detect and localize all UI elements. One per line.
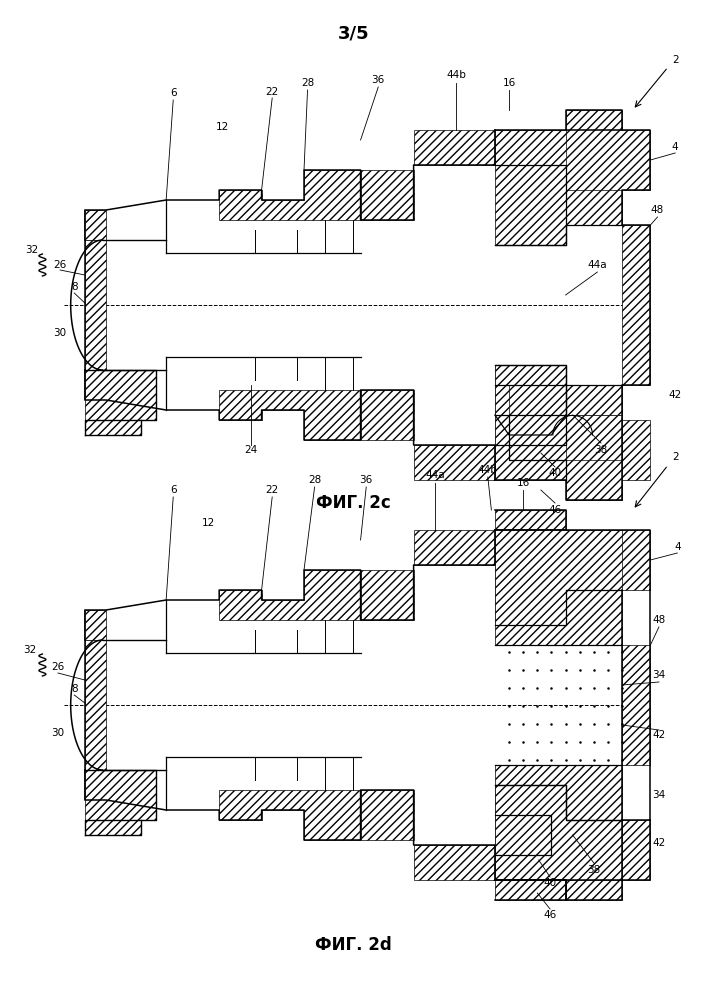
Text: 32: 32 <box>25 245 38 255</box>
Polygon shape <box>85 770 156 820</box>
Polygon shape <box>361 170 414 220</box>
Polygon shape <box>85 240 106 370</box>
Text: 44a: 44a <box>588 260 607 270</box>
Polygon shape <box>622 225 650 385</box>
Polygon shape <box>219 170 361 220</box>
Text: 22: 22 <box>266 87 279 97</box>
Polygon shape <box>622 645 650 765</box>
Text: 40: 40 <box>544 878 556 888</box>
Text: 44a: 44a <box>425 470 445 480</box>
Text: 12: 12 <box>202 518 215 528</box>
Text: 42: 42 <box>669 390 682 400</box>
Text: 34: 34 <box>653 790 665 800</box>
Text: 4: 4 <box>672 142 679 152</box>
Text: 8: 8 <box>71 684 78 694</box>
Polygon shape <box>566 190 622 225</box>
Text: 4: 4 <box>674 542 681 552</box>
Text: 32: 32 <box>23 645 36 655</box>
Text: 28: 28 <box>308 475 321 485</box>
Text: 16: 16 <box>503 78 515 88</box>
Polygon shape <box>219 570 361 620</box>
Polygon shape <box>495 785 622 900</box>
Polygon shape <box>495 110 650 245</box>
Polygon shape <box>495 785 622 900</box>
Text: ФИГ. 2d: ФИГ. 2d <box>315 936 392 954</box>
Text: 36: 36 <box>360 475 373 485</box>
Polygon shape <box>566 385 622 420</box>
Text: 2: 2 <box>672 55 679 65</box>
Polygon shape <box>85 420 141 435</box>
Text: 16: 16 <box>517 478 530 488</box>
Polygon shape <box>85 770 106 800</box>
Polygon shape <box>495 365 622 500</box>
Text: 42: 42 <box>653 838 665 848</box>
Text: 6: 6 <box>170 88 177 98</box>
Text: 36: 36 <box>372 75 385 85</box>
Polygon shape <box>219 790 361 840</box>
Polygon shape <box>361 790 414 840</box>
Polygon shape <box>495 130 566 165</box>
Text: 46: 46 <box>549 505 561 515</box>
Text: 40: 40 <box>549 468 561 478</box>
Text: 8: 8 <box>71 282 78 292</box>
Text: 30: 30 <box>52 728 64 738</box>
Text: 38: 38 <box>588 865 600 875</box>
Polygon shape <box>361 570 414 620</box>
Polygon shape <box>85 370 106 400</box>
Polygon shape <box>414 530 495 565</box>
Text: 48: 48 <box>651 205 664 215</box>
Polygon shape <box>85 210 106 240</box>
Text: 46: 46 <box>544 910 556 920</box>
Text: 2: 2 <box>672 452 679 462</box>
Polygon shape <box>85 370 156 420</box>
Polygon shape <box>414 130 495 165</box>
Text: 26: 26 <box>52 662 64 672</box>
Polygon shape <box>509 385 566 415</box>
Polygon shape <box>495 445 566 480</box>
Text: 6: 6 <box>170 485 177 495</box>
Polygon shape <box>566 415 622 460</box>
Text: 30: 30 <box>54 328 66 338</box>
Text: 24: 24 <box>245 445 257 455</box>
Polygon shape <box>361 390 414 440</box>
Polygon shape <box>219 390 361 440</box>
Text: 44b: 44b <box>478 465 498 475</box>
Text: 22: 22 <box>266 485 279 495</box>
Polygon shape <box>495 365 650 500</box>
Text: 34: 34 <box>653 670 665 680</box>
Text: 26: 26 <box>54 260 66 270</box>
Polygon shape <box>85 640 106 770</box>
Text: 48: 48 <box>653 615 665 625</box>
Polygon shape <box>414 445 495 480</box>
Text: 42: 42 <box>653 730 665 740</box>
Text: 38: 38 <box>595 445 607 455</box>
Polygon shape <box>414 845 495 880</box>
Polygon shape <box>495 530 650 645</box>
Text: ФИГ. 2c: ФИГ. 2c <box>316 494 391 512</box>
Text: 28: 28 <box>301 78 314 88</box>
Polygon shape <box>85 820 141 835</box>
Text: 3/5: 3/5 <box>338 24 369 42</box>
Polygon shape <box>495 510 622 625</box>
Polygon shape <box>85 610 106 640</box>
Polygon shape <box>495 765 650 880</box>
Text: 12: 12 <box>216 122 229 132</box>
Text: 44b: 44b <box>446 70 466 80</box>
